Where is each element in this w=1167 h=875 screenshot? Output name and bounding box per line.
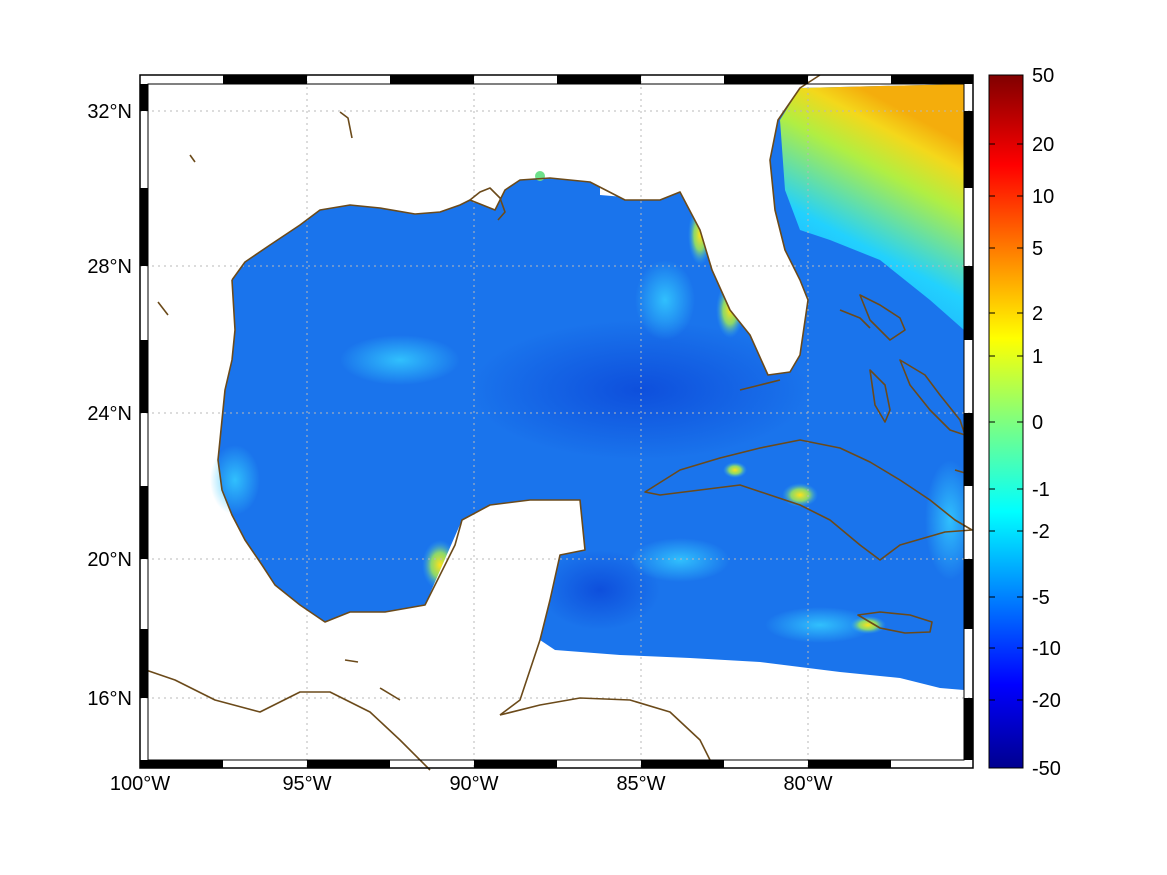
lon-tick-label: 90°W [449,773,498,795]
atlantic-field [780,84,964,330]
coastlines [139,74,973,771]
cyan-anomaly [635,260,695,340]
lat-tick-label: 28°N [87,256,132,278]
cyan-anomaly [630,538,730,582]
colorbar-tick-label: 50 [1032,65,1054,87]
colorbar-tick-label: 10 [1032,186,1054,208]
lon-tick-label: 95°W [282,773,331,795]
lat-tick-label: 24°N [87,403,132,425]
colorbar-tick-label: -2 [1032,521,1050,543]
frame-checker [140,75,973,768]
lat-tick-label: 32°N [87,101,132,123]
colorbar-tick-label: -1 [1032,479,1050,501]
lon-axis: 100°W 95°W 90°W 85°W 80°W [110,773,833,795]
colorbar-tick-label: 0 [1032,412,1043,434]
deep-anomaly [540,550,660,630]
lat-tick-label: 20°N [87,549,132,571]
lon-tick-label: 80°W [783,773,832,795]
colorbar-tick-label: -5 [1032,587,1050,609]
cyan-anomaly [340,335,460,385]
colorbar-tick-label: 1 [1032,346,1043,368]
lon-tick-label: 85°W [616,773,665,795]
cyan-anomaly [925,460,964,580]
warm-anomaly [723,462,747,478]
land-yucatan [425,500,585,760]
ocean-field [210,84,964,760]
land-florida [600,84,808,375]
cyan-anomaly [765,607,875,643]
colorbar-tick-label: -50 [1032,758,1061,780]
cyan-anomaly [210,445,260,515]
lon-tick-label: 100°W [110,773,170,795]
graticule [140,75,973,768]
colorbar-tick-label: 5 [1032,238,1043,260]
colorbar-tick-label: -10 [1032,638,1061,660]
colorbar-tick-label: -20 [1032,690,1061,712]
lat-axis: 32°N 28°N 24°N 20°N 16°N [87,101,132,710]
warm-anomaly [850,616,886,634]
colorbar-tick-label: 20 [1032,134,1054,156]
deep-anomaly [470,320,810,460]
lat-tick-label: 16°N [87,688,132,710]
warm-anomaly [782,483,818,507]
colorbar-tick-label: 2 [1032,303,1043,325]
